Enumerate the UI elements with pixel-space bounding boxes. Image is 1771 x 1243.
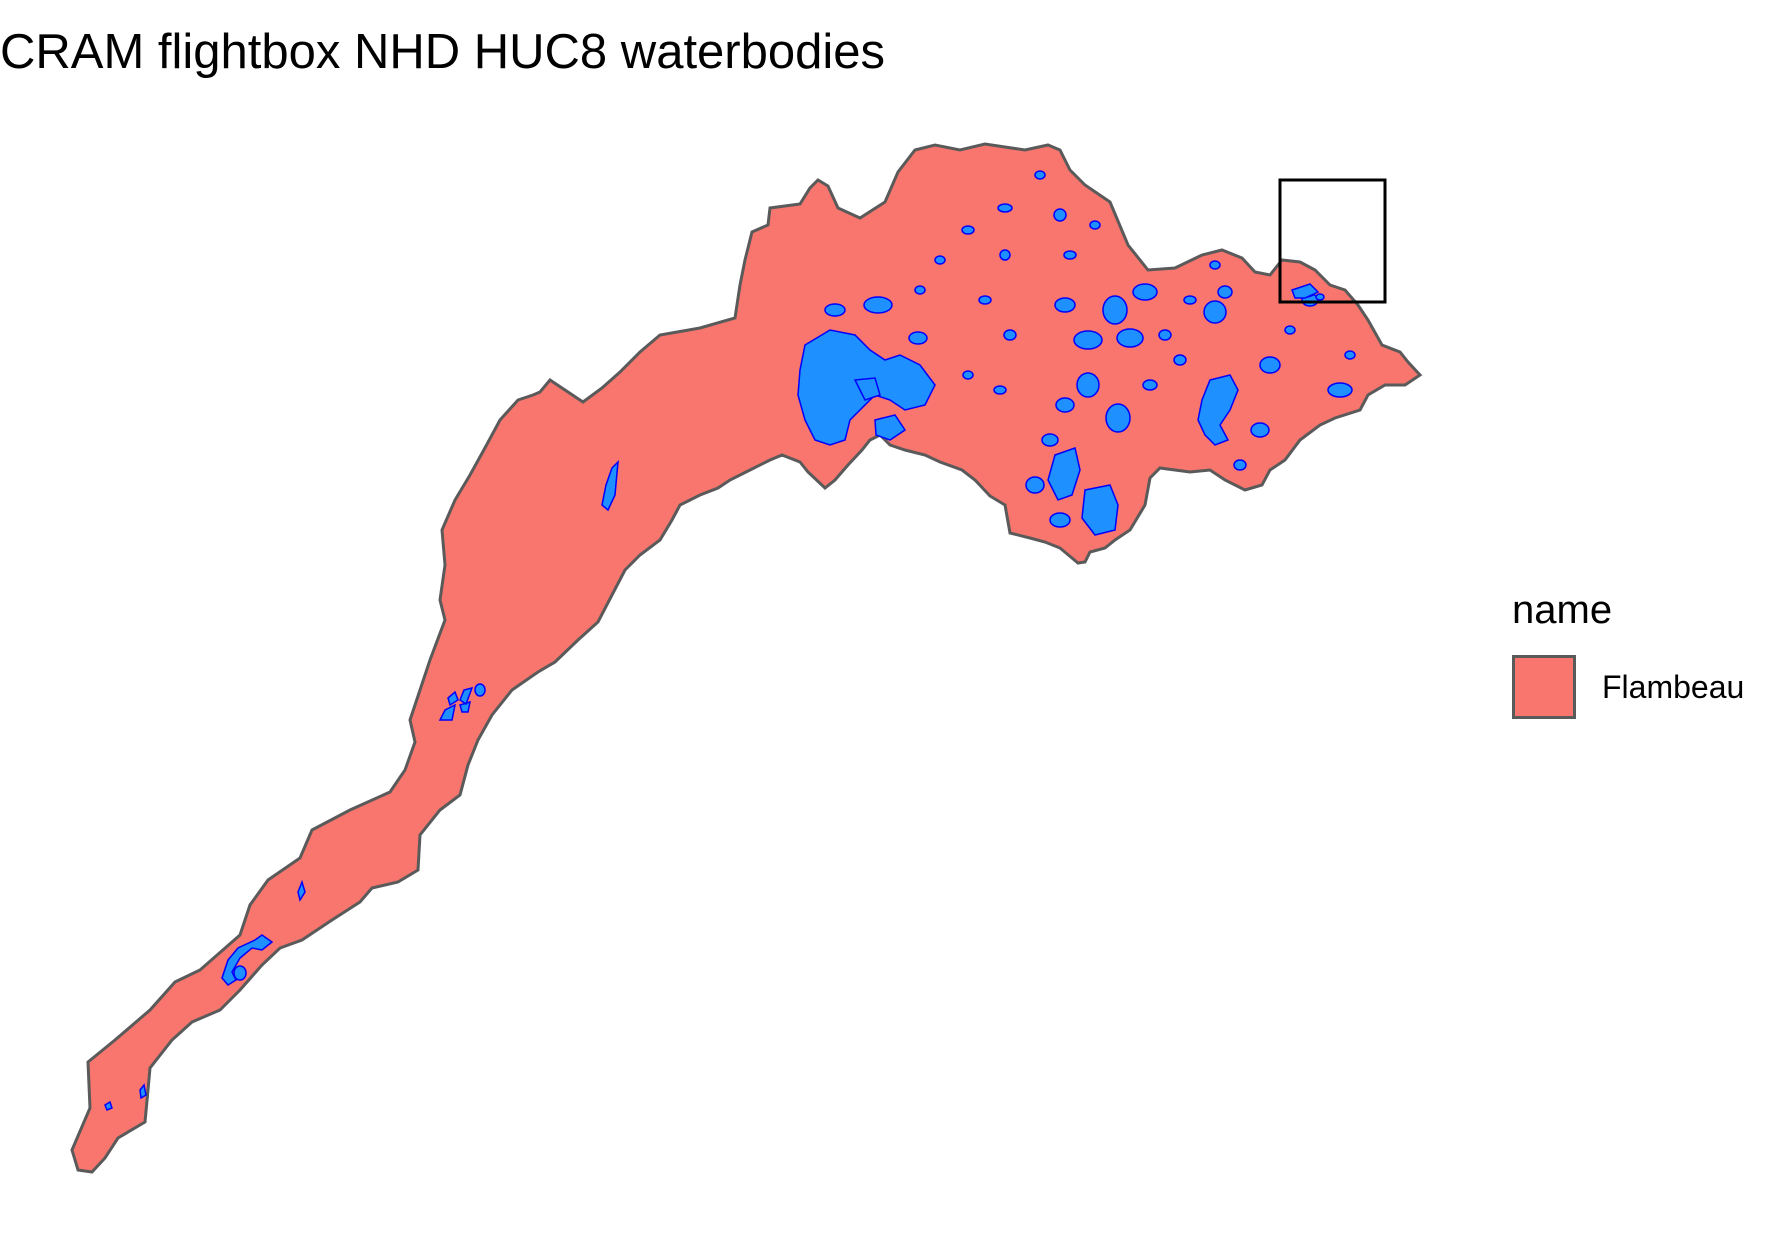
legend-title: name [1512,588,1613,632]
waterbody [1055,397,1075,413]
flightbox-rect [1278,178,1387,304]
legend-item: Flambeau [1512,655,1744,719]
waterbody [934,255,946,265]
waterbody [1327,382,1353,398]
waterbody [1132,283,1158,301]
waterbody [863,296,893,314]
waterbody [824,303,846,317]
waterbody [139,1083,147,1100]
waterbody [297,879,306,902]
waterbody [908,331,928,345]
waterbody [1054,297,1076,313]
map-title: CRAM flightbox NHD HUC8 waterbodies [0,25,886,79]
waterbody [474,683,486,697]
waterbody [233,965,247,981]
waterbody [1047,447,1081,501]
waterbody [1102,295,1128,325]
waterbody [1203,300,1227,324]
waterbody [459,686,474,706]
waterbody [221,934,274,986]
waterbody [1041,433,1059,447]
waterbody [993,385,1007,395]
waterbody [1250,422,1270,438]
waterbody [997,203,1013,213]
waterbody [438,703,457,721]
waterbody [1081,484,1119,536]
waterbody [1105,403,1131,433]
legend-key-flambeau [1512,655,1576,719]
waterbody [999,249,1011,261]
waterbody [104,1100,113,1111]
waterbody [1158,329,1172,341]
waterbody [1073,330,1103,350]
waterbody [1053,208,1067,222]
waterbody [1025,476,1045,494]
watershed-polygon [70,142,1423,1174]
waterbody [914,285,926,295]
waterbody [874,414,907,441]
waterbody [962,370,974,380]
waterbody [1034,170,1046,180]
waterbody [1089,220,1101,230]
waterbody [1197,374,1239,446]
waterbodies [104,170,1356,1111]
waterbody [1183,295,1197,305]
waterbody [853,377,881,401]
waterbody [1173,354,1187,366]
waterbody [1142,379,1158,391]
waterbody [1344,350,1356,360]
waterbody [1284,325,1296,335]
legend: name Flambeau [1512,588,1744,719]
waterbody [447,690,459,707]
waterbody [1291,283,1320,299]
waterbody [1076,372,1100,398]
waterbody [1315,293,1325,301]
waterbody [1259,356,1281,374]
waterbody [1217,285,1233,299]
waterbody [1209,260,1221,270]
legend-label: Flambeau [1602,668,1745,705]
waterbody [1049,512,1071,528]
waterbody [601,460,619,512]
waterbody [961,225,975,235]
waterbody [1233,459,1247,471]
waterbody [1063,250,1077,260]
waterbody [1116,328,1144,348]
waterbody [978,295,992,305]
waterbody [1003,329,1017,341]
